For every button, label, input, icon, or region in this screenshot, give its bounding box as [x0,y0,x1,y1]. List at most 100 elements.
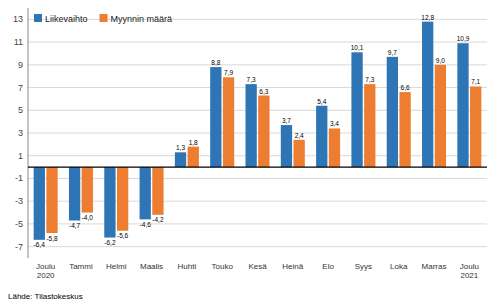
bar [223,77,234,167]
grid [28,19,487,246]
bar [281,125,292,167]
data-label: 10,9 [457,35,470,42]
grid-line [28,246,487,247]
data-label: -4,7 [69,222,81,229]
grid-line [28,178,487,179]
x-tick-label-line: Elo [322,262,334,271]
data-label: -4,6 [140,221,152,228]
grid-line [28,87,487,88]
bar [457,43,468,167]
x-tick-label: Joulu2021 [460,262,479,280]
bar [245,84,256,167]
data-label: 7,3 [247,76,256,83]
x-tick-label: Touko [212,262,234,271]
legend-swatch [100,14,108,22]
data-label: 3,7 [282,117,291,124]
x-tick-label: Elo [322,262,334,271]
x-tick-label: Joulu2020 [36,262,55,280]
x-tick-label-line: Syys [355,262,372,271]
bar [82,167,93,212]
bar [175,152,186,167]
x-tick-label: Marras [422,262,447,271]
data-label: 5,4 [317,98,326,105]
data-label: 7,3 [365,76,374,83]
data-label: 9,0 [436,57,445,64]
legend-swatch [34,14,42,22]
data-labels: -6,4-4,7-6,2-4,61,38,87,33,75,410,19,712… [34,14,481,249]
bar [140,167,151,219]
data-label: -6,4 [34,241,46,248]
bar [34,167,45,240]
data-label: 12,8 [421,14,434,21]
bar [117,167,128,231]
bar [470,86,481,167]
x-tick-label-line: Touko [212,262,234,271]
chart-svg: -7-5-3-1135791113-6,4-4,7-6,2-4,61,38,87… [0,0,493,304]
bars [34,22,482,240]
x-tick-label-line: Helmi [106,262,127,271]
data-label: 7,9 [224,69,233,76]
y-tick-label: 11 [14,37,23,47]
bar [258,96,269,168]
bar [316,106,327,167]
data-label: 1,8 [189,139,198,146]
grid-line [28,155,487,156]
data-label: -4,0 [82,214,94,221]
bar [329,128,340,167]
x-tick-label-line: Heinä [282,262,303,271]
y-axis-line [28,8,29,258]
grid-line [28,64,487,65]
x-tick-label: Heinä [282,262,303,271]
grid-line [28,42,487,43]
y-tick-label: 7 [18,83,23,93]
x-tick-label: Syys [355,262,372,271]
y-tick-label: -7 [15,242,23,252]
bar [69,167,80,220]
y-tick-label: -1 [15,173,23,183]
bar [399,92,410,167]
x-tick-label-line: Loka [390,262,408,271]
x-tick-label: Huhti [178,262,197,271]
x-tick-label: Helmi [106,262,127,271]
x-tick-label-line: Marras [422,262,447,271]
x-tick-label-line: 2021 [460,271,478,280]
legend: LiikevaihtoMyynnin määrä [34,14,172,24]
data-label: 9,7 [388,49,397,56]
data-label: 1,3 [176,144,185,151]
x-tick-label: Tammi [69,262,93,271]
data-label: 6,6 [401,84,410,91]
x-tick-label-line: 2020 [37,271,55,280]
bar [364,84,375,167]
grid-line [28,133,487,134]
y-tick-label: 3 [18,128,23,138]
bar [351,52,362,167]
legend-label: Myynnin määrä [111,14,173,24]
x-tick-label-line: Huhti [178,262,197,271]
grid-line [28,19,487,20]
x-tick-label: Kesä [248,262,267,271]
grid-line [28,201,487,202]
y-tick-label: 9 [18,60,23,70]
baseline [28,166,487,167]
bar [104,167,115,237]
x-tick-label-line: Joulu [36,262,55,271]
data-label: 8,8 [211,59,220,66]
data-label: 3,4 [330,120,339,127]
data-label: -4,2 [152,216,164,223]
bar [422,22,433,167]
data-label: 6,3 [259,88,268,95]
y-tick-label: 1 [18,151,23,161]
data-label: -6,2 [104,239,116,246]
x-tick-label: Loka [390,262,408,271]
grid-line [28,110,487,111]
x-tick-label: Maalis [140,262,163,271]
source-note: Lähde: Tilastokeskus [8,292,83,301]
y-tick-label: -5 [15,219,23,229]
data-label: 7,1 [471,78,480,85]
bar [435,65,446,167]
data-label: 2,4 [295,132,304,139]
y-tick-label: -3 [15,196,23,206]
chart-container: -7-5-3-1135791113-6,4-4,7-6,2-4,61,38,87… [0,0,493,304]
x-tick-label-line: Kesä [248,262,267,271]
x-tick-label-line: Tammi [69,262,93,271]
